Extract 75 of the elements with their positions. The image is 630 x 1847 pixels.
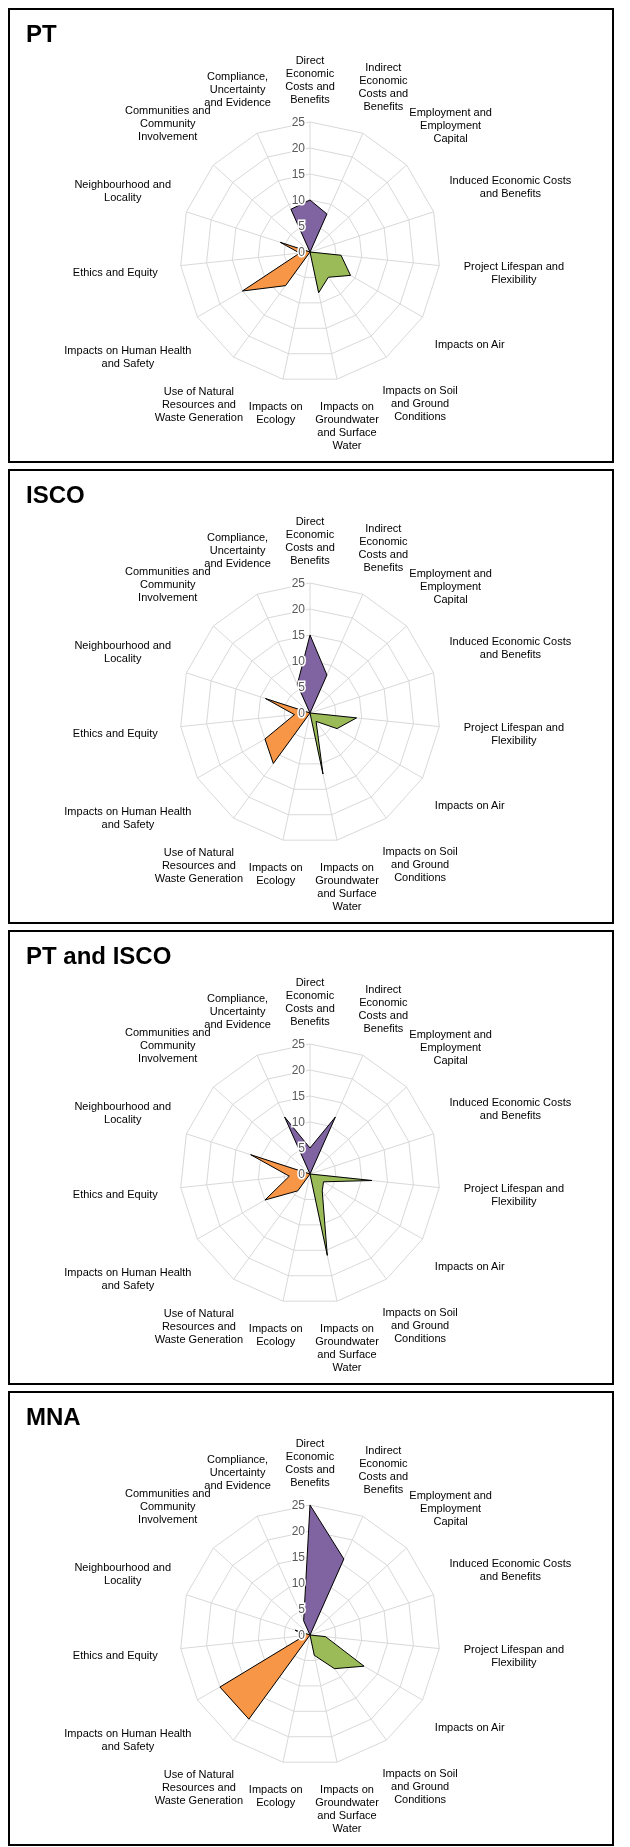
spoke-label: Impacts on Groundwater and Surface Water: [315, 1783, 380, 1835]
spoke-label: Direct Economic Costs and Benefits: [285, 1437, 335, 1488]
spoke-label: Impacts on Human Health and Safety: [64, 344, 192, 370]
spoke-label: Ethics and Equity: [72, 1187, 159, 1200]
spoke-label: Induced Economic Costs and Benefits: [449, 173, 572, 199]
spoke-label: Direct Economic Costs and Benefits: [285, 515, 335, 566]
y-tick-label: 10: [291, 193, 306, 207]
y-tick-label: 25: [291, 115, 306, 129]
spoke-label: Impacts on Soil and Ground Conditions: [382, 1306, 458, 1345]
spoke-label: Direct Economic Costs and Benefits: [285, 54, 335, 105]
spoke-label: Employment and Employment Capital: [409, 1027, 492, 1066]
spoke-label: Impacts on Soil and Ground Conditions: [382, 1767, 458, 1806]
y-tick-label: 5: [298, 680, 306, 694]
spoke-label: Indirect Economic Costs and Benefits: [358, 61, 409, 113]
spoke-label: Project Lifespan and Flexibility: [463, 721, 565, 747]
spoke-label: Use of Natural Resources and Waste Generation: [154, 385, 243, 424]
spoke-label: Employment and Employment Capital: [409, 1488, 492, 1527]
spoke-label: Impacts on Ecology: [248, 400, 303, 426]
chart-title: ISCO: [26, 481, 85, 509]
spoke-label: Indirect Economic Costs and Benefits: [358, 983, 409, 1035]
spoke-label: Project Lifespan and Flexibility: [463, 1182, 565, 1208]
y-tick-label: 20: [291, 1063, 306, 1077]
spoke-label: Impacts on Air: [434, 1259, 505, 1272]
spoke-label: Impacts on Ecology: [248, 1322, 303, 1348]
spoke-label: Impacts on Groundwater and Surface Water: [315, 1322, 380, 1374]
spoke-label: Impacts on Groundwater and Surface Water: [315, 400, 380, 452]
spoke-label: Impacts on Air: [434, 1720, 505, 1733]
spoke-label: Use of Natural Resources and Waste Generation: [154, 1768, 243, 1807]
y-tick-label: 25: [291, 1037, 306, 1051]
spoke-label: Employment and Employment Capital: [409, 105, 492, 144]
spoke-label: Induced Economic Costs and Benefits: [449, 634, 572, 660]
spoke-label: Project Lifespan and Flexibility: [463, 260, 565, 286]
spoke-label: Indirect Economic Costs and Benefits: [358, 522, 409, 574]
spoke-label: Impacts on Ecology: [248, 1783, 303, 1809]
spoke-label: Use of Natural Resources and Waste Generation: [154, 1307, 243, 1346]
spoke-label: Impacts on Air: [434, 337, 505, 350]
spoke-label: Project Lifespan and Flexibility: [463, 1643, 565, 1669]
y-tick-label: 15: [291, 628, 306, 642]
y-tick-label: 25: [291, 1498, 306, 1512]
y-tick-label: 15: [291, 167, 306, 181]
spoke-label: Impacts on Human Health and Safety: [64, 1727, 192, 1753]
spoke-label: Induced Economic Costs and Benefits: [449, 1095, 572, 1121]
spoke-label: Neighbourhood and Locality: [74, 1561, 172, 1587]
y-tick-label: 20: [291, 141, 306, 155]
y-tick-label: 25: [291, 576, 306, 590]
y-tick-label: 10: [291, 1115, 306, 1129]
spoke-label: Use of Natural Resources and Waste Generation: [154, 846, 243, 885]
spoke-label: Ethics and Equity: [72, 1648, 159, 1661]
spoke-label: Impacts on Human Health and Safety: [64, 805, 192, 831]
spoke-label: Employment and Employment Capital: [409, 566, 492, 605]
chart-title: PT and ISCO: [26, 942, 172, 970]
spoke-label: Impacts on Groundwater and Surface Water: [315, 861, 380, 913]
spoke-label: Impacts on Ecology: [248, 861, 303, 887]
spoke-label: Neighbourhood and Locality: [74, 1100, 172, 1126]
y-tick-label: 5: [298, 1141, 306, 1155]
spoke-label: Ethics and Equity: [72, 265, 159, 278]
chart-title: MNA: [26, 1403, 81, 1431]
spoke-label: Indirect Economic Costs and Benefits: [358, 1444, 409, 1496]
y-tick-label: 15: [291, 1550, 306, 1564]
y-tick-label: 5: [298, 219, 306, 233]
spoke-label: Impacts on Air: [434, 798, 505, 811]
spoke-label: Direct Economic Costs and Benefits: [285, 976, 335, 1027]
y-tick-label: 10: [291, 1576, 306, 1590]
spoke-label: Neighbourhood and Locality: [74, 639, 172, 665]
spoke-label: Induced Economic Costs and Benefits: [449, 1556, 572, 1582]
spoke-label: Impacts on Soil and Ground Conditions: [382, 845, 458, 884]
spoke-label: Ethics and Equity: [72, 726, 159, 739]
y-tick-label: 20: [291, 1524, 306, 1538]
chart-title: PT: [26, 20, 57, 48]
spoke-label: Neighbourhood and Locality: [74, 178, 172, 204]
y-tick-label: 0: [298, 1628, 306, 1642]
spoke-label: Impacts on Soil and Ground Conditions: [382, 384, 458, 423]
y-tick-label: 15: [291, 1089, 306, 1103]
y-tick-label: 20: [291, 602, 306, 616]
spoke-label: Impacts on Human Health and Safety: [64, 1266, 192, 1292]
